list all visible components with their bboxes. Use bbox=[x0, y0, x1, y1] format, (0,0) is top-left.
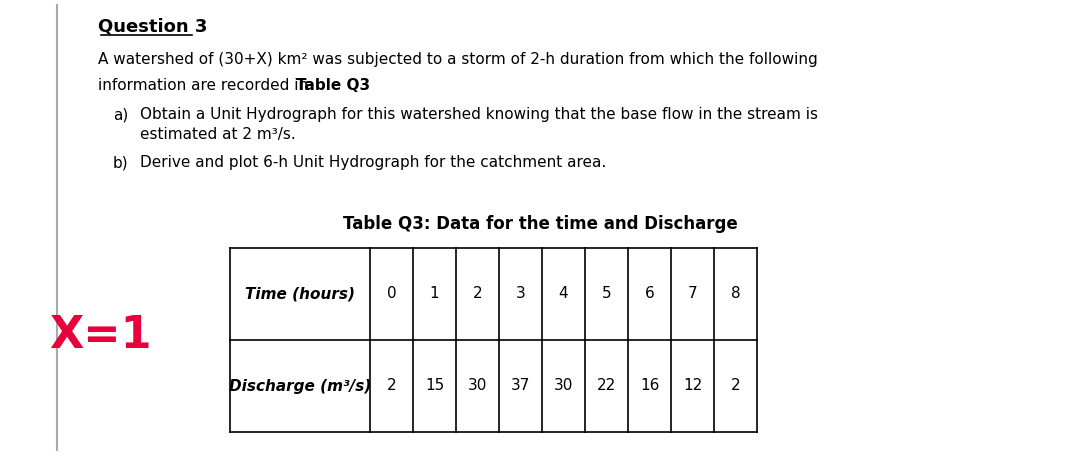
Text: A watershed of (30+X) km² was subjected to a storm of 2-h duration from which th: A watershed of (30+X) km² was subjected … bbox=[98, 52, 818, 67]
Text: 2: 2 bbox=[387, 379, 396, 394]
Text: X=1: X=1 bbox=[49, 313, 151, 357]
Text: Time (hours): Time (hours) bbox=[245, 287, 355, 302]
Text: estimated at 2 m³/s.: estimated at 2 m³/s. bbox=[140, 127, 296, 142]
Text: .: . bbox=[359, 78, 364, 93]
Text: 30: 30 bbox=[468, 379, 487, 394]
Text: Table Q3: Data for the time and Discharge: Table Q3: Data for the time and Discharg… bbox=[342, 215, 738, 233]
Text: 16: 16 bbox=[639, 379, 659, 394]
Text: information are recorded in: information are recorded in bbox=[98, 78, 313, 93]
Text: 6: 6 bbox=[645, 287, 654, 302]
Text: 2: 2 bbox=[731, 379, 740, 394]
Text: 22: 22 bbox=[597, 379, 616, 394]
Text: Question 3: Question 3 bbox=[98, 18, 207, 36]
Text: 4: 4 bbox=[558, 287, 568, 302]
Text: 8: 8 bbox=[731, 287, 740, 302]
Text: b): b) bbox=[113, 155, 129, 170]
Text: Table Q3: Table Q3 bbox=[296, 78, 370, 93]
Text: 30: 30 bbox=[554, 379, 573, 394]
Text: 0: 0 bbox=[387, 287, 396, 302]
Text: 15: 15 bbox=[424, 379, 444, 394]
Text: 5: 5 bbox=[602, 287, 611, 302]
Text: 12: 12 bbox=[683, 379, 702, 394]
Text: 37: 37 bbox=[511, 379, 530, 394]
Text: 1: 1 bbox=[430, 287, 440, 302]
Text: Derive and plot 6-h Unit Hydrograph for the catchment area.: Derive and plot 6-h Unit Hydrograph for … bbox=[140, 155, 606, 170]
Text: Obtain a Unit Hydrograph for this watershed knowing that the base flow in the st: Obtain a Unit Hydrograph for this waters… bbox=[140, 107, 818, 122]
Text: Discharge (m³/s): Discharge (m³/s) bbox=[229, 379, 372, 394]
Text: a): a) bbox=[113, 107, 129, 122]
Text: 3: 3 bbox=[515, 287, 525, 302]
Text: 7: 7 bbox=[688, 287, 698, 302]
Text: 2: 2 bbox=[473, 287, 483, 302]
